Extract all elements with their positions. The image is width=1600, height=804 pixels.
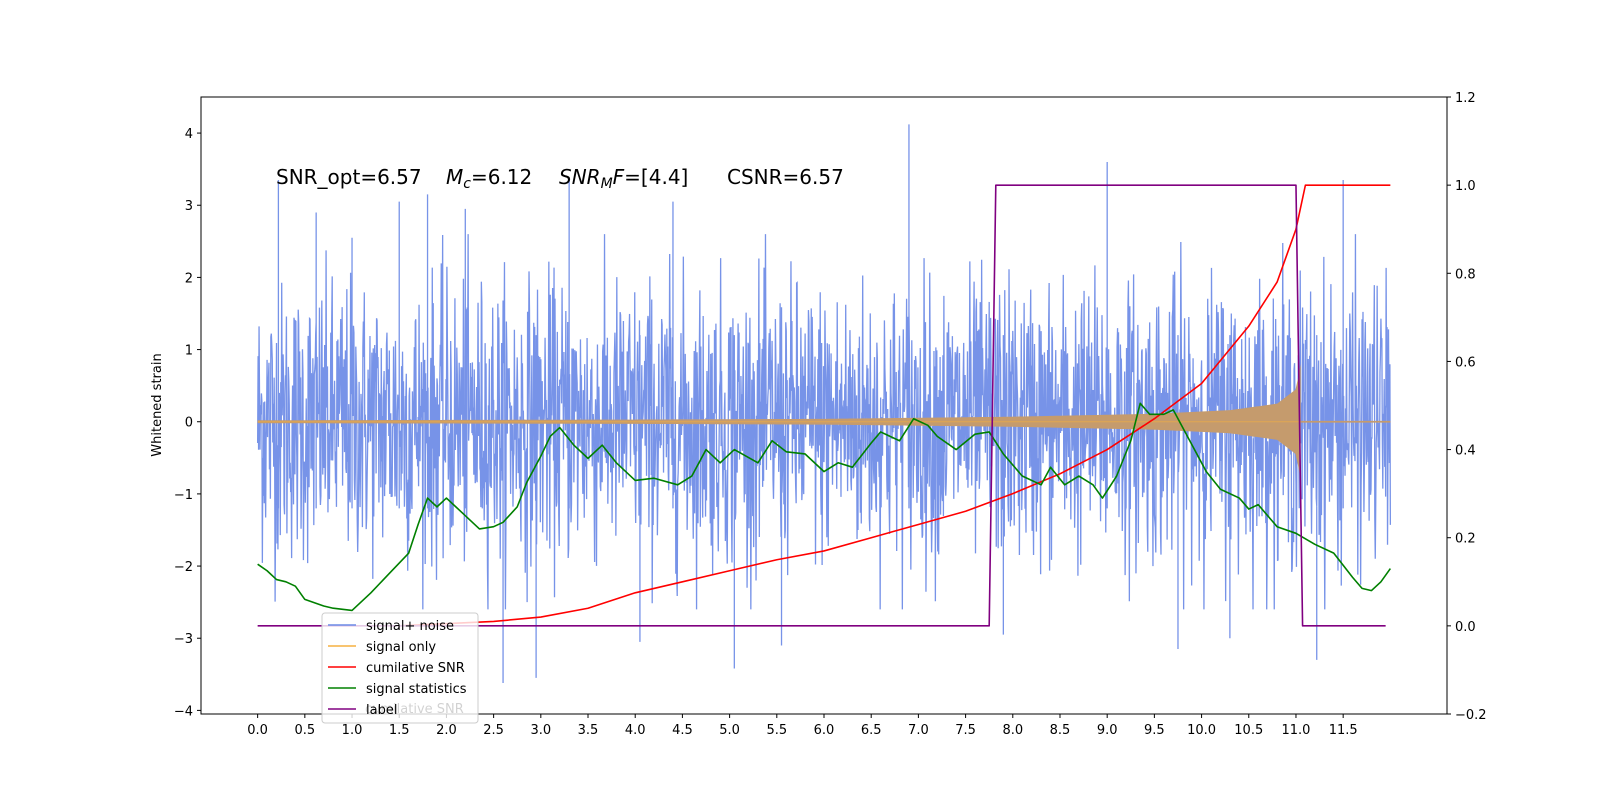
y2-tick-label: 0.6 — [1455, 355, 1476, 370]
signal-noise-series — [256, 124, 1392, 683]
y2-tick-label: 0.2 — [1455, 532, 1476, 547]
x-tick-label: 7.5 — [955, 723, 976, 738]
annotation-snr-opt: SNR_opt=6.57 — [276, 165, 422, 189]
signal-noise-line — [256, 124, 1392, 683]
y-tick-label: −1 — [174, 488, 193, 503]
y-tick-label: 0 — [185, 416, 193, 431]
annotation-mc: Mc=6.12 — [446, 165, 532, 192]
x-tick-label: 3.5 — [578, 723, 599, 738]
legend-label: signal statistics — [366, 682, 467, 697]
right-axis-series — [257, 184, 1392, 627]
label-line — [257, 184, 1386, 627]
x-tick-label: 2.5 — [483, 723, 504, 738]
legend-label: cumilative SNR — [366, 661, 465, 676]
cumulative-snr-line — [399, 184, 1391, 627]
x-tick-label: 6.0 — [814, 723, 835, 738]
x-tick-label: 6.5 — [861, 723, 882, 738]
x-tick-label: 4.5 — [672, 723, 693, 738]
y2-tick-label: −0.2 — [1455, 708, 1487, 723]
legend: cumilative SNR signal+ noise signal only c… — [321, 612, 479, 724]
legend-label: signal only — [366, 640, 436, 655]
x-tick-label: 11.5 — [1329, 723, 1358, 738]
x-tick-label: 4.0 — [625, 723, 646, 738]
x-tick-label: 2.0 — [436, 723, 457, 738]
legend-label: label — [366, 703, 397, 718]
signal-statistics-line — [257, 402, 1392, 612]
x-tick-label: 8.0 — [1002, 723, 1023, 738]
legend-box — [321, 612, 479, 724]
y2-tick-label: 1.2 — [1455, 91, 1476, 106]
legend-label: signal+ noise — [366, 619, 454, 634]
y-tick-label: 3 — [185, 199, 193, 214]
y-tick-label: −2 — [174, 560, 193, 575]
x-tick-label: 9.0 — [1097, 723, 1118, 738]
x-tick-label: 10.0 — [1187, 723, 1216, 738]
x-tick-label: 3.0 — [530, 723, 551, 738]
signal-only-series — [257, 364, 1391, 480]
x-tick-label: 0.0 — [247, 723, 268, 738]
y-axis-right: −0.2 0.0 0.2 0.4 0.6 0.8 1.0 1.2 — [1447, 91, 1487, 723]
y2-tick-label: 0.4 — [1455, 444, 1476, 459]
y2-tick-label: 1.0 — [1455, 179, 1476, 194]
y2-tick-label: 0.8 — [1455, 267, 1476, 282]
x-tick-label: 0.5 — [294, 723, 315, 738]
annotation-snrmf: SNRMF=[4.4] — [559, 165, 688, 192]
annotation-csnr: CSNR=6.57 — [727, 165, 844, 189]
x-tick-label: 1.5 — [389, 723, 410, 738]
annotation: SNR_opt=6.57 Mc=6.12 SNRMF=[4.4] CSNR=6.… — [276, 165, 844, 192]
x-tick-label: 7.0 — [908, 723, 929, 738]
x-tick-label: 5.5 — [766, 723, 787, 738]
y-tick-label: 1 — [185, 344, 193, 359]
y-tick-label: −4 — [174, 704, 193, 719]
legend-items: signal+ noise signal only cumilative SNR si… — [328, 619, 467, 718]
y-tick-label: −3 — [174, 632, 193, 647]
y-axis-left: −4 −3 −2 −1 0 1 2 3 4 — [174, 127, 201, 719]
y-tick-label: 4 — [185, 127, 193, 142]
y-tick-label: 2 — [185, 271, 193, 286]
x-axis: 0.0 0.5 1.0 1.5 2.0 2.5 3.0 3.5 4.0 4.5 5.0 5.5 6.0 6… — [247, 714, 1358, 738]
x-tick-label: 8.5 — [1050, 723, 1071, 738]
x-tick-label: 5.0 — [719, 723, 740, 738]
y-axis-label: Whitened strain — [150, 353, 165, 456]
legend-ghost-text: cumilative SNR — [365, 702, 464, 717]
x-tick-label: 11.0 — [1281, 723, 1310, 738]
x-tick-label: 10.5 — [1234, 723, 1263, 738]
y2-tick-label: 0.0 — [1455, 620, 1476, 635]
x-tick-label: 9.5 — [1144, 723, 1165, 738]
x-tick-label: 1.0 — [342, 723, 363, 738]
